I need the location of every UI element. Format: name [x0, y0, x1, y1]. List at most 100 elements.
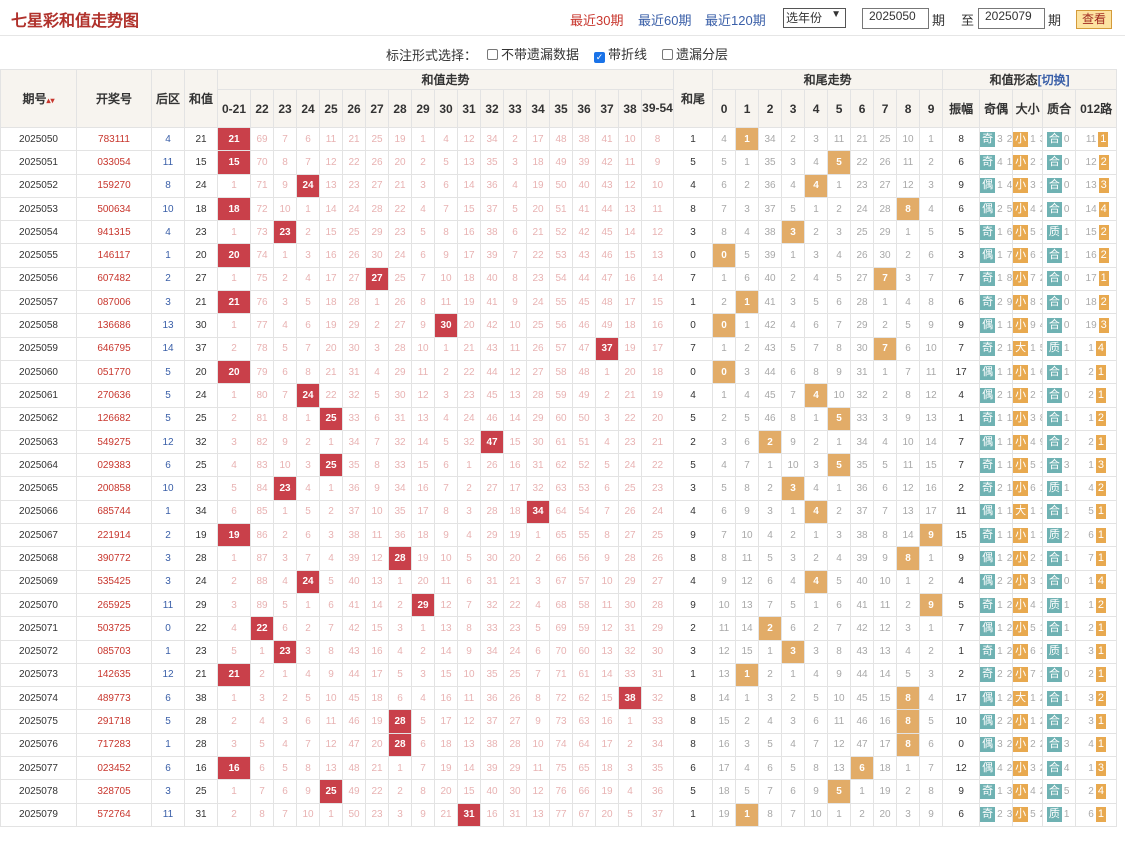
sum-trend-cell: 6	[273, 779, 297, 804]
tail-trend-cell: 8	[758, 802, 783, 827]
sort-icon[interactable]: ▴▾	[46, 96, 55, 105]
to-issue-input[interactable]: 2025079	[978, 8, 1045, 29]
query-button[interactable]: 查看	[1076, 10, 1112, 29]
sum-trend-cell: 3	[388, 616, 412, 641]
tail-trend-cell: 3	[758, 686, 783, 711]
sum-trend-cell: 17	[365, 662, 389, 688]
sum-trend-cell: 29	[526, 406, 550, 431]
sum-trend-cell: 24	[457, 406, 481, 431]
size-cell: 小719	[1012, 662, 1044, 688]
period-30-link[interactable]: 最近30期	[570, 13, 624, 28]
year-select[interactable]: 选年份 ▼	[783, 8, 846, 28]
table-row: 2025060 051770 5 20 20 79 6 8 21 31 4 29 11 2 22 44 12 27…	[0, 359, 1118, 385]
sum-trend-cell: 41	[572, 196, 596, 222]
option-no-omission[interactable]: 不带遗漏数据	[487, 44, 579, 63]
tail-trend-cell: 5	[758, 732, 783, 758]
sum-trend-cell: 53	[572, 476, 596, 501]
checkbox-checked-icon[interactable]: ✓	[594, 52, 605, 63]
size-cell-omit: 9	[1030, 320, 1036, 332]
tail-trend-cell: 4	[827, 243, 852, 268]
option-omission-layer[interactable]: 遗漏分层	[662, 44, 728, 63]
parity-cell: 偶126	[979, 686, 1014, 711]
back-area-cell: 10	[151, 476, 185, 501]
sum-trend-cell: 16	[503, 453, 527, 478]
route-cell-omit: 6	[1088, 809, 1094, 821]
tail-trend-cell: 18	[712, 779, 737, 804]
sum-trend-cell: 8	[457, 616, 481, 641]
size-cell-omit: 1	[1030, 529, 1036, 541]
tail-trend-cell: 4	[712, 126, 737, 152]
period-60-link[interactable]: 最近60期	[638, 13, 692, 28]
sum-trend-cell: 17	[434, 709, 458, 734]
back-area-cell: 2	[151, 523, 185, 548]
route-cell-omit: 13	[1085, 180, 1097, 192]
sum-bucket-header: 22	[250, 89, 274, 128]
sum-trend-cell: 15	[365, 616, 389, 641]
sum-trend-cell: 23	[388, 220, 412, 245]
sum-tail-cell: 4	[673, 569, 714, 594]
sum-trend-cell: 13	[618, 196, 642, 222]
prime-cell-badge: 合	[1046, 178, 1062, 194]
table-row: 2025071 503725 0 22 4 22 6 2 7 42 15 3 1 13 8 33 23 5 69 59…	[0, 616, 1118, 641]
tail-trend-cell: 41	[758, 290, 783, 315]
table-row: 2025051 033054 11 15 15 70 8 7 12 22 26 20 2 5 13 35 3 18…	[0, 150, 1118, 175]
checkbox-icon[interactable]	[662, 49, 673, 60]
col-issue[interactable]: 期号▴▾	[0, 69, 77, 128]
parity-cell-omit: 26	[1006, 692, 1013, 704]
parity-cell-omit: 1	[997, 413, 1003, 425]
tail-trend-cell: 3	[735, 359, 760, 385]
parity-cell-omit: 1	[997, 785, 1003, 797]
tail-trend-cell: 6	[827, 290, 852, 315]
tail-trend-cell: 28	[850, 290, 875, 315]
switch-link[interactable]: [切换]	[1037, 73, 1070, 87]
sum-trend-cell: 5	[365, 383, 389, 408]
tail-trend-cell: 8	[712, 546, 737, 571]
sum-trend-cell: 38	[342, 523, 366, 548]
tail-trend-cell: 7	[758, 592, 783, 618]
tail-trend-cell: 13	[735, 592, 760, 618]
route-cell-omit: 4	[1088, 483, 1094, 495]
sum-tail-cell: 1	[673, 802, 714, 827]
option-label: 遗漏分层	[676, 47, 729, 62]
tail-trend-cell: 14	[896, 523, 921, 548]
tail-trend-cell: 2	[758, 476, 783, 501]
tail-trend-cell: 28	[873, 196, 898, 222]
parity-cell: 偶120	[979, 546, 1014, 571]
prime-cell-omit: 1	[1063, 343, 1070, 355]
checkbox-icon[interactable]	[487, 49, 498, 60]
sum-trend-cell: 9	[411, 313, 435, 338]
tail-trend-cell: 3	[896, 802, 921, 827]
draw-number-cell: 136686	[76, 313, 152, 338]
from-issue-input[interactable]: 2025050	[862, 8, 929, 29]
size-cell-omit: 2	[1030, 552, 1036, 564]
draw-number-cell: 500634	[76, 196, 152, 222]
sum-trend-cell: 4	[526, 592, 550, 618]
sum-trend-cell: 27	[503, 709, 527, 734]
tail-trend-cell: 5	[919, 709, 944, 734]
sum-trend-cell: 1	[217, 383, 251, 408]
sum-trend-cell: 59	[549, 383, 573, 408]
issue-cell: 2025056	[0, 266, 77, 292]
from-suffix-label: 期	[932, 13, 946, 28]
sum-trend-cell: 2	[434, 359, 458, 385]
size-cell-badge: 小	[1013, 714, 1029, 730]
parity-cell: 偶328	[979, 732, 1014, 758]
option-with-line[interactable]: ✓ 带折线	[594, 44, 647, 63]
size-cell-badge: 小	[1013, 620, 1029, 636]
size-cell-badge: 小	[1013, 807, 1029, 823]
tail-trend-hit: 1	[735, 662, 760, 688]
sum-tail-cell: 8	[673, 686, 714, 711]
size-cell-omit: 3	[1030, 180, 1036, 192]
sum-trend-cell: 13	[595, 639, 619, 664]
sum-bucket-header: 35	[549, 89, 573, 128]
period-120-link[interactable]: 最近120期	[705, 13, 766, 28]
issue-cell: 2025064	[0, 453, 77, 478]
size-cell-omit: 25	[1040, 809, 1042, 820]
size-cell: 小424	[1012, 779, 1044, 804]
sum-trend-cell: 1	[618, 709, 642, 734]
